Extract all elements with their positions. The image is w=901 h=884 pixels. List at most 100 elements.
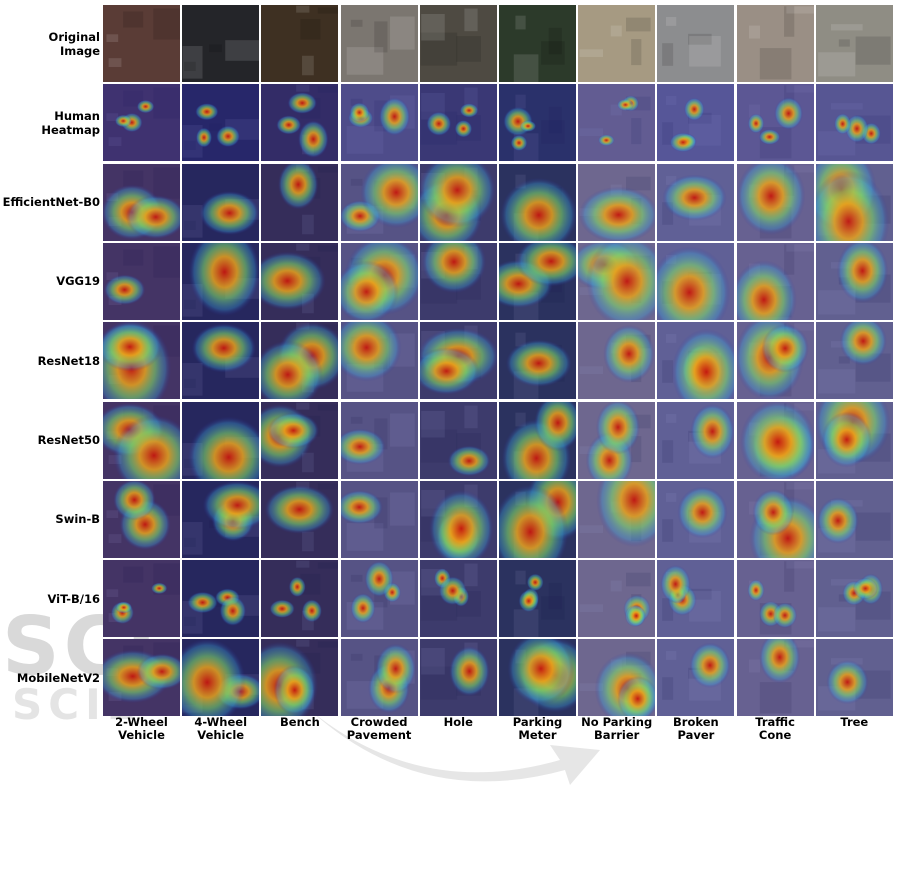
heatmap [736,560,814,638]
heatmap-cell [657,401,735,479]
heatmap-cell [103,560,180,638]
heatmap [182,639,260,717]
heatmap [578,322,656,400]
column-label: Crowded Pavement [339,716,419,742]
heatmap-cell [736,322,814,400]
column-label-line: Parking [512,715,563,729]
heatmap-cell [182,322,260,400]
heatmap [657,242,735,320]
heatmap-cell [736,163,814,241]
heatmap-cell [736,560,814,638]
photo [736,5,814,82]
heatmap [182,560,260,638]
heatmap [340,560,418,638]
heatmap-cell [815,242,893,320]
row-label-line: VGG19 [56,274,100,289]
heatmap-cell [340,401,418,479]
heatmap-cell [182,84,260,162]
heatmap [657,401,735,479]
heatmap [578,163,656,241]
heatmap [499,480,576,558]
heatmap-cell [815,639,893,717]
heatmap-cell [657,480,735,558]
row-label-line: ResNet18 [37,353,100,368]
heatmap [815,401,893,479]
heatmap-cell [736,401,814,479]
heatmap [736,322,814,400]
heatmap [419,84,497,162]
heatmap-cell [340,84,418,162]
heatmap-cell [419,163,497,241]
heatmap-cell [657,242,735,320]
heatmap-cell [261,322,339,400]
heatmap [182,163,260,241]
heatmap-cell [578,322,656,400]
column-label: Bench [260,716,340,729]
row-label-line: Heatmap [41,122,100,137]
heatmap-cell [657,322,735,400]
heatmap-cell [499,163,576,241]
column-label: Traffic Cone [735,716,815,742]
column-label-line: Vehicle [197,728,245,742]
row-label: ResNet50 [0,433,100,447]
heatmap [815,322,893,400]
heatmap [499,639,576,717]
heatmap [578,480,656,558]
column-label: No Parking Barrier [577,716,657,742]
heatmap-cell [340,163,418,241]
row-label: Swin-B [0,512,100,526]
column-label-line: Paver [677,728,715,742]
heatmap [340,84,418,162]
heatmap-cell [103,401,180,479]
heatmap-cell [261,401,339,479]
column-label-line: 4-Wheel [194,715,248,729]
heatmap [419,242,497,320]
column-label-line: Crowded [350,715,408,729]
column-label: Parking Meter [498,716,578,742]
column-label: 2-Wheel Vehicle [102,716,182,742]
heatmap [261,560,339,638]
column-label-line: Meter [518,728,557,742]
heatmap-cell [419,84,497,162]
heatmap [103,480,180,558]
heatmap [261,322,339,400]
heatmap-cell [815,322,893,400]
heatmap [736,480,814,558]
heatmap-cell [419,322,497,400]
heatmap [261,639,339,717]
heatmap [499,242,576,320]
heatmap [736,163,814,241]
heatmap-cell [499,480,576,558]
heatmap-cell [261,242,339,320]
heatmap [182,480,260,558]
heatmap-cell [103,639,180,717]
heatmap [340,401,418,479]
heatmap-cell [736,242,814,320]
photo [340,5,418,82]
column-label-line: Cone [758,728,792,742]
heatmap-cell [499,639,576,717]
heatmap [499,322,576,400]
row-label: Original Image [0,30,100,58]
heatmap [103,163,180,241]
heatmap [419,560,497,638]
heatmap-cell [182,560,260,638]
heatmap-cell [103,84,180,162]
original-image [419,5,497,82]
heatmap-cell [261,163,339,241]
heatmap-grid [103,5,893,717]
heatmap-cell [578,401,656,479]
heatmap [578,560,656,638]
column-label-line: No Parking [581,715,653,729]
column-label-line: Vehicle [118,728,165,742]
row-label-line: Original [48,29,100,44]
heatmap [340,322,418,400]
column-label: Broken Paver [656,716,736,742]
column-label-line: Traffic [755,715,795,729]
heatmap-cell [499,322,576,400]
photo [182,5,260,82]
heatmap [182,401,260,479]
heatmap-cell [182,480,260,558]
column-label-line: Bench [280,715,320,729]
heatmap-cell [499,242,576,320]
